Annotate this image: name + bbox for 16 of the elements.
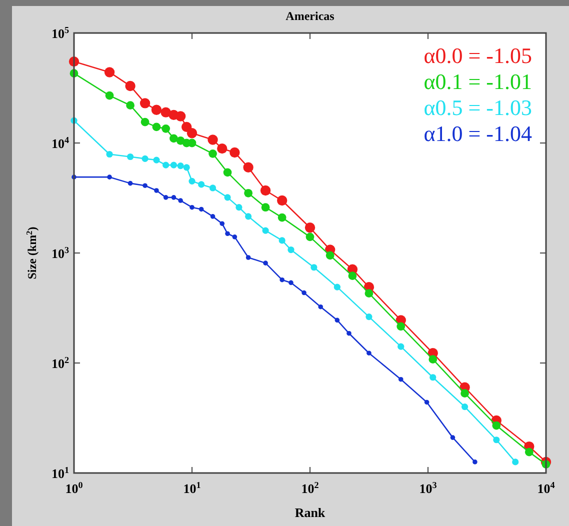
x-tick-label: 10$^{2}$ [301,480,320,496]
x-tick-label: 10$^{1}$ [183,480,202,496]
x-tick-label: 10$^{4}$ [537,480,556,496]
y-tick-label: 10$^{3}$ [51,245,70,261]
text: α0.1 = -1.01 [424,69,532,94]
text: α0.0 = -1.05 [424,43,532,68]
y-tick-label: 10$^{1}$ [51,465,70,481]
y-tick-label: 10$^{4}$ [51,135,70,151]
x-axis-title: Rank [294,505,326,520]
text: α1.0 = -1.04 [424,121,532,146]
text: α0.5 = -1.03 [424,95,532,120]
chart-title: Americas [286,9,335,23]
x-tick-label: 10$^{3}$ [419,480,438,496]
y-tick-label: 10$^{5}$ [51,25,70,41]
x-tick-label: 10$^{0}$ [65,480,84,496]
y-tick-label: 10$^{2}$ [51,355,70,371]
